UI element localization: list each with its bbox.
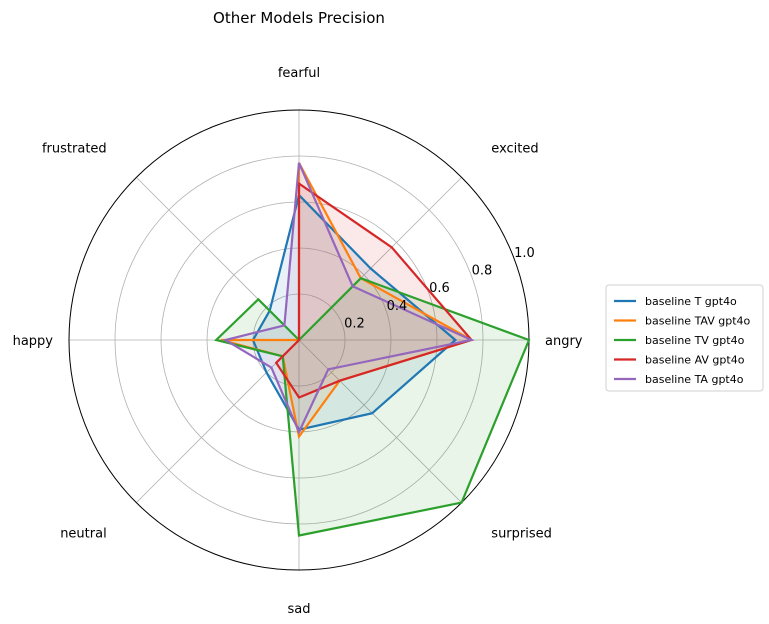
legend-label-1: baseline TAV gpt4o: [645, 315, 751, 328]
legend-label-2: baseline TV gpt4o: [645, 334, 745, 347]
category-label-neutral: neutral: [60, 526, 107, 541]
category-label-surprised: surprised: [491, 526, 552, 541]
series-lines: [214, 162, 531, 537]
category-label-fearful: fearful: [278, 66, 320, 81]
series-fill-0: [253, 195, 456, 430]
series-fill-2: [216, 278, 529, 536]
category-label-happy: happy: [13, 334, 54, 349]
series-fills: [216, 162, 529, 536]
category-label-frustrated: frustrated: [42, 142, 107, 157]
category-label-angry: angry: [545, 334, 583, 349]
chart-title: Other Models Precision: [213, 9, 385, 27]
radial-tick-label-0: 0.2: [344, 316, 365, 331]
radial-tick-label-2: 0.6: [429, 281, 450, 296]
legend: baseline T gpt4o baseline TAV gpt4o baseli…: [605, 284, 764, 392]
radial-tick-label-4: 1.0: [514, 246, 535, 261]
series-line-3: [274, 181, 474, 399]
series-fill-1: [220, 162, 472, 437]
legend-box: [605, 284, 764, 392]
legend-label-0: baseline T gpt4o: [645, 295, 737, 308]
radial-tick-labels: 0.2 0.4 0.6 0.8 1.0: [344, 246, 535, 331]
legend-label-4: baseline TA gpt4o: [645, 373, 744, 386]
category-label-sad: sad: [288, 602, 311, 617]
legend-label-3: baseline AV gpt4o: [645, 354, 745, 367]
grid-spoke-surprised: [298, 339, 462, 503]
series-line-2: [214, 276, 531, 537]
series-line-4: [222, 162, 476, 435]
category-label-excited: excited: [491, 142, 538, 157]
series-fill-3: [276, 183, 472, 398]
series-fill-4: [225, 162, 472, 432]
category-labels: angry excited fearful frustrated happy neutra…: [13, 66, 583, 617]
radial-tick-label-1: 0.4: [387, 299, 408, 314]
radial-tick-label-3: 0.8: [472, 264, 493, 279]
